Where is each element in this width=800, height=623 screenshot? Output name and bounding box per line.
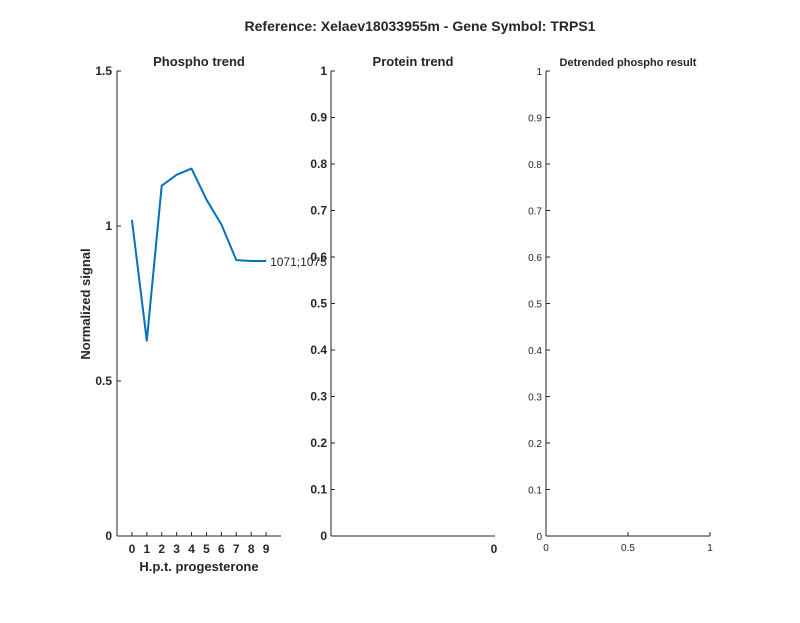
- phospho-y-tick-label: 1: [105, 219, 112, 233]
- protein-trend-panel: Protein trend 0 0.1 0.2 0.3 0.4 0.5 0.6 0.7 0.8 0…: [310, 54, 497, 556]
- detrended-panel: Detrended phospho result 0 0.1 0.2 0.3 0.4 0.…: [528, 57, 713, 554]
- protein-y-tick-label: 0.7: [310, 204, 327, 218]
- protein-y-tick-label: 0.9: [310, 111, 327, 125]
- detrended-y-tick-label: 0.9: [528, 114, 542, 125]
- protein-y-tick-label: 1: [320, 64, 327, 78]
- phospho-x-tick-label: 2: [158, 542, 165, 556]
- protein-y-tick-label: 0.1: [310, 483, 327, 497]
- phospho-trend-title: Phospho trend: [153, 54, 245, 69]
- phospho-x-tick-label: 7: [233, 542, 240, 556]
- phospho-y-axis-label: Normalized signal: [78, 248, 93, 359]
- detrended-title: Detrended phospho result: [560, 57, 697, 69]
- protein-y-tick-label: 0.4: [310, 343, 327, 357]
- detrended-y-tick-label: 1: [536, 67, 542, 78]
- protein-y-tick-label: 0.2: [310, 436, 327, 450]
- protein-trend-title: Protein trend: [373, 54, 454, 69]
- detrended-x-tick-label: 0: [543, 543, 549, 554]
- detrended-y-tick-label: 0.7: [528, 207, 542, 218]
- detrended-y-tick-label: 0.3: [528, 393, 542, 404]
- detrended-y-tick-label: 0.6: [528, 253, 542, 264]
- detrended-y-ticks: 0 0.1 0.2 0.3 0.4 0.5 0.6 0.7 0.8 0.9 1: [528, 67, 550, 543]
- figure-suptitle: Reference: Xelaev18033955m - Gene Symbol…: [245, 18, 596, 34]
- phospho-x-tick-label: 9: [263, 542, 270, 556]
- detrended-y-tick-label: 0.2: [528, 439, 542, 450]
- detrended-x-tick-label: 1: [707, 543, 713, 554]
- protein-y-tick-label: 0: [320, 529, 327, 543]
- detrended-x-tick-label: 0.5: [621, 543, 635, 554]
- phospho-series: 1071;1075: [132, 169, 327, 341]
- phospho-x-tick-label: 0: [129, 542, 136, 556]
- phospho-x-tick-label: 8: [248, 542, 255, 556]
- phospho-x-tick-label: 3: [173, 542, 180, 556]
- protein-x-ticks: 0: [491, 542, 498, 556]
- phospho-y-tick-label: 1.5: [95, 64, 112, 78]
- phospho-x-tick-label: 6: [218, 542, 225, 556]
- phospho-x-tick-label: 1: [143, 542, 150, 556]
- protein-y-tick-label: 0.3: [310, 390, 327, 404]
- detrended-y-tick-label: 0.8: [528, 160, 542, 171]
- protein-y-tick-label: 0.5: [310, 297, 327, 311]
- phospho-x-tick-label: 5: [203, 542, 210, 556]
- detrended-y-tick-label: 0.5: [528, 300, 542, 311]
- detrended-y-tick-label: 0.1: [528, 486, 542, 497]
- phospho-y-tick-label: 0.5: [95, 374, 112, 388]
- protein-x-tick-label: 0: [491, 542, 498, 556]
- phospho-series-line: [132, 169, 266, 341]
- protein-y-tick-label: 0.8: [310, 157, 327, 171]
- phospho-x-tick-label: 4: [188, 542, 195, 556]
- protein-y-tick-label: 0.6: [310, 250, 327, 264]
- phospho-x-axis-label: H.p.t. progesterone: [139, 559, 258, 574]
- detrended-y-tick-label: 0: [536, 532, 542, 543]
- phospho-y-tick-label: 0: [105, 529, 112, 543]
- detrended-y-tick-label: 0.4: [528, 346, 542, 357]
